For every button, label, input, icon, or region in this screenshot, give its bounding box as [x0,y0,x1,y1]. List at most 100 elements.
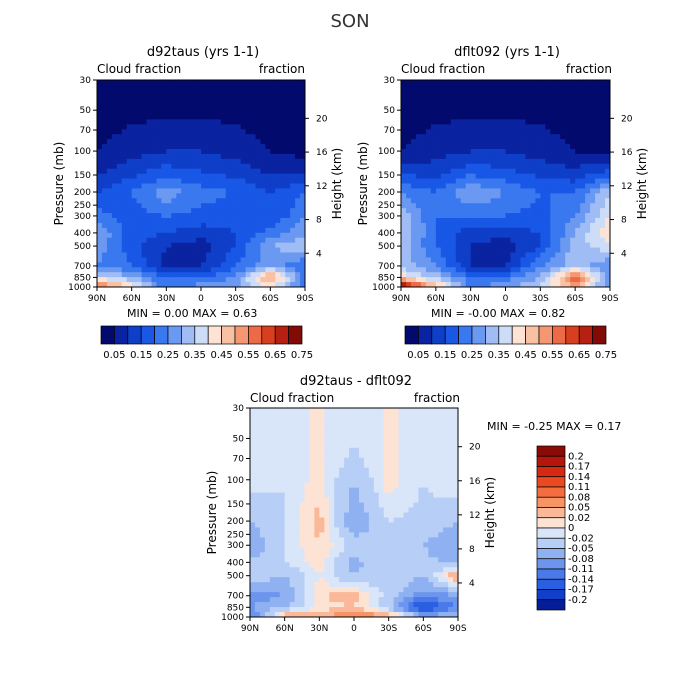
heatmap-cell [171,99,177,106]
heatmap-cell [265,222,271,229]
heatmap-cell [358,432,365,439]
heatmap-cell [495,267,502,273]
heatmap-cell [555,267,561,273]
heatmap-cell [126,119,133,125]
heatmap-cell [121,237,128,244]
heatmap-cell [448,457,454,464]
heatmap-cell [545,257,551,263]
heatmap-cell [530,84,536,91]
heatmap-cell [300,198,305,204]
heatmap-cell [425,198,432,204]
heatmap-cell [465,193,472,199]
heatmap-cell [284,517,291,524]
heatmap-cell [363,417,370,424]
heatmap-cell [470,242,477,249]
heatmap-cell [575,163,581,170]
heatmap-cell [274,422,281,429]
heatmap-cell [570,94,576,101]
heatmap-cell [171,80,177,86]
heatmap-cell [260,139,266,145]
heatmap-cell [368,422,375,429]
heatmap-cell [240,84,247,91]
heatmap-cell [309,487,315,494]
heatmap-cell [201,242,207,249]
heatmap-cell [255,218,262,224]
heatmap-cell [475,89,482,96]
heatmap-cell [368,502,375,509]
heatmap-cell [319,537,325,543]
min-max-label: MIN = -0.00 MAX = 0.82 [431,307,565,320]
heatmap-cell [215,237,222,244]
heatmap-cell [280,178,286,185]
heatmap-cell [393,427,400,434]
heatmap-cell [515,94,522,101]
heatmap-cell [403,412,410,419]
heatmap-cell [453,492,458,499]
heatmap-cell [388,412,395,419]
heatmap-cell [264,437,271,444]
heatmap-cell [131,237,138,244]
heatmap-cell [205,84,212,91]
heatmap-cell [329,427,335,434]
heatmap-cell [264,452,271,459]
heatmap-cell [398,412,405,419]
heatmap-cell [470,218,477,224]
heatmap-cell [220,94,227,101]
heatmap-cell [435,277,442,283]
heatmap-cell [280,232,286,239]
heatmap-cell [401,109,407,116]
heatmap-cell [465,188,472,194]
heatmap-cell [535,134,541,140]
heatmap-cell [430,257,437,263]
heatmap-cell [240,153,247,160]
heatmap-cell [570,144,576,150]
heatmap-cell [260,213,266,219]
heatmap-cell [413,437,419,444]
heatmap-cell [373,427,380,434]
heatmap-cell [116,257,123,263]
heatmap-cell [210,262,217,268]
heatmap-cell [235,188,242,194]
heatmap-cell [425,109,432,116]
heatmap-cell [475,282,482,287]
heatmap-cell [455,208,462,214]
heatmap-cell [235,222,242,229]
heatmap-cell [260,80,266,86]
heatmap-cell [401,114,407,121]
heatmap-cell [405,168,412,175]
heatmap-cell [580,232,586,239]
heatmap-cell [196,168,202,175]
heatmap-cell [210,124,217,130]
heatmap-cell [319,512,325,519]
heatmap-cell [111,282,118,287]
heatmap-cell [480,149,487,155]
heatmap-cell [388,517,395,524]
heatmap-cell [101,129,108,135]
heatmap-cell [334,527,340,534]
heatmap-cell [605,237,610,244]
heatmap-cell [495,208,502,214]
heatmap-cell [339,462,345,469]
heatmap-cell [240,129,247,135]
heatmap-cell [265,242,271,249]
heatmap-cell [600,232,606,239]
heatmap-cell [445,232,452,239]
heatmap-cell [181,282,187,287]
heatmap-cell [309,472,315,479]
heatmap-cell [131,134,138,140]
heatmap-cell [250,203,257,209]
heatmap-cell [151,252,158,259]
heatmap-cell [269,447,276,454]
heatmap-cell [334,447,340,454]
heatmap-cell [299,477,306,484]
heatmap-cell [270,218,276,224]
heatmap-cell [136,129,143,135]
heatmap-cell [121,257,128,263]
heatmap-cell [423,467,429,474]
heatmap-cell [440,247,447,254]
heatmap-cell [358,552,365,558]
heatmap-cell [319,557,325,563]
heatmap-cell [418,557,424,563]
heatmap-cell [265,139,271,145]
heatmap-cell [570,153,576,160]
